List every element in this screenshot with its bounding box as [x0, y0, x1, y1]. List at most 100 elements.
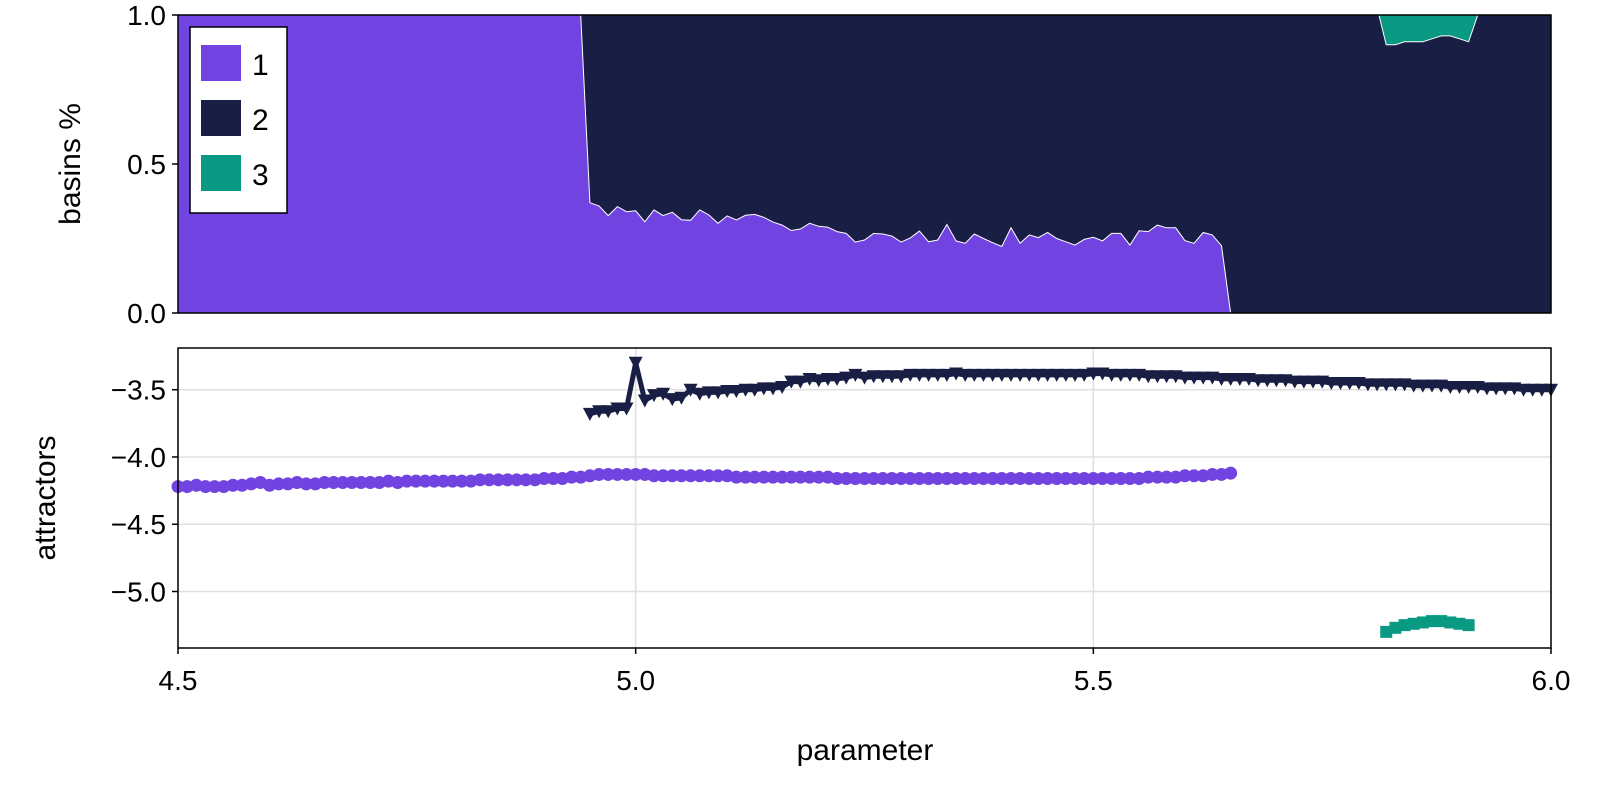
data-point — [1224, 466, 1238, 480]
data-point — [885, 471, 899, 485]
data-point — [1296, 375, 1311, 389]
data-point — [1196, 371, 1211, 385]
data-point — [1068, 471, 1082, 485]
data-point — [656, 469, 670, 483]
data-point — [1059, 471, 1073, 485]
data-point — [646, 389, 661, 403]
data-point — [738, 383, 753, 397]
data-point — [894, 370, 909, 384]
data-point — [665, 393, 680, 407]
data-point — [757, 470, 771, 484]
data-point — [793, 470, 807, 484]
data-point — [1141, 470, 1155, 484]
legend-swatch-3 — [201, 155, 241, 191]
data-point — [976, 471, 990, 485]
data-point — [1013, 368, 1028, 382]
data-point — [1122, 368, 1137, 382]
x-tick-label: 6.0 — [1532, 665, 1571, 696]
data-point — [1342, 376, 1357, 390]
data-point — [1306, 375, 1321, 389]
y-tick-label: −4.5 — [111, 509, 166, 540]
x-tick-label: 4.5 — [159, 665, 198, 696]
data-point — [729, 385, 744, 399]
data-point — [565, 470, 579, 484]
series-3 — [1380, 615, 1475, 638]
data-point — [1398, 619, 1411, 632]
data-point — [455, 474, 469, 488]
data-point — [876, 471, 890, 485]
bottom-plot-frame — [177, 347, 1552, 649]
data-point — [839, 471, 853, 485]
data-point — [1022, 368, 1037, 382]
data-point — [665, 469, 679, 483]
data-point — [1379, 378, 1394, 392]
data-point — [1150, 470, 1164, 484]
data-point — [1462, 619, 1475, 632]
data-point — [940, 471, 954, 485]
data-point — [418, 474, 432, 488]
data-point — [491, 473, 505, 487]
data-point — [1114, 471, 1128, 485]
data-point — [720, 385, 735, 399]
data-point — [1525, 383, 1540, 397]
data-point — [1416, 616, 1429, 629]
data-point — [628, 356, 643, 370]
data-point — [619, 402, 634, 416]
bottom-plot-bg — [178, 348, 1551, 648]
data-point — [1452, 381, 1467, 395]
data-point — [1187, 371, 1202, 385]
data-point — [226, 478, 240, 492]
bottom-y-axis-label: attractors — [29, 435, 62, 560]
data-point — [967, 368, 982, 382]
data-point — [473, 473, 487, 487]
data-point — [1479, 382, 1494, 396]
data-point — [1104, 368, 1119, 382]
data-point — [711, 469, 725, 483]
data-point — [674, 469, 688, 483]
data-point — [1049, 368, 1064, 382]
y-tick-label: −3.5 — [111, 375, 166, 406]
data-point — [1260, 374, 1275, 388]
data-point — [1443, 381, 1458, 395]
data-point — [1031, 471, 1045, 485]
data-point — [1461, 381, 1476, 395]
y-tick-label: 0.0 — [127, 298, 166, 329]
data-point — [784, 470, 798, 484]
data-point — [1068, 368, 1083, 382]
attractors-panel: −3.5 −4.0 −4.5 −5.0 4.5 5.0 5.5 6.0 — [111, 347, 1571, 696]
data-point — [693, 469, 707, 483]
series-line-2 — [589, 360, 1551, 417]
data-point — [1159, 370, 1174, 384]
data-point — [875, 370, 890, 384]
data-point — [931, 471, 945, 485]
data-point — [1031, 368, 1046, 382]
data-point — [1095, 471, 1109, 485]
data-point — [1389, 621, 1402, 634]
data-point — [1041, 471, 1055, 485]
data-point — [592, 467, 606, 481]
data-point — [1123, 471, 1137, 485]
data-point — [620, 467, 634, 481]
data-point — [582, 407, 597, 421]
data-point — [610, 467, 624, 481]
data-point — [867, 471, 881, 485]
data-point — [1022, 471, 1036, 485]
data-point — [1444, 616, 1457, 629]
x-axis-label: parameter — [797, 734, 934, 767]
data-point — [1380, 625, 1393, 638]
data-point — [592, 405, 607, 419]
data-point — [766, 470, 780, 484]
data-point — [601, 467, 615, 481]
data-point — [702, 469, 716, 483]
data-point — [1388, 378, 1403, 392]
data-point — [1453, 617, 1466, 630]
data-point — [683, 383, 698, 397]
data-point — [756, 382, 771, 396]
data-point — [1489, 382, 1504, 396]
data-point — [1333, 376, 1348, 390]
data-point — [939, 368, 954, 382]
data-point — [1516, 383, 1531, 397]
data-point — [336, 476, 350, 490]
data-point — [436, 474, 450, 488]
data-point — [1223, 372, 1238, 386]
